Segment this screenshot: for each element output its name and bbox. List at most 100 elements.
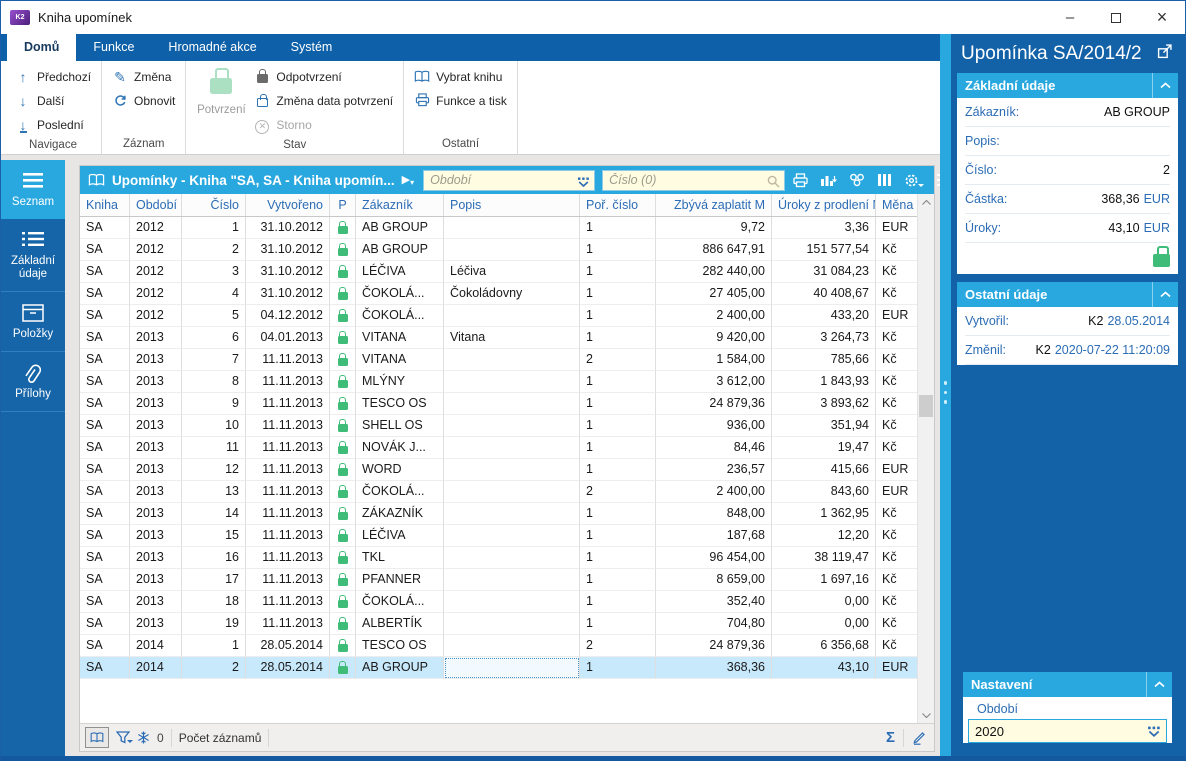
dropdown-dots-icon[interactable] xyxy=(1147,725,1161,743)
table-row[interactable]: SA 2013 16 11.11.2013 TKL 1 96 454,00 38 119,47… xyxy=(80,547,934,569)
column-header-p[interactable]: P xyxy=(330,194,356,216)
table-row[interactable]: SA 2012 5 04.12.2012 ČOKOLÁ... 1 2 400,00 433,2… xyxy=(80,305,934,327)
lock-blue-icon xyxy=(254,93,270,109)
table-row[interactable]: SA 2014 2 28.05.2014 AB GROUP 1 368,36 43,10 EUR xyxy=(80,657,934,679)
column-header-por-cislo[interactable]: Poř. číslo xyxy=(580,194,656,216)
table-row[interactable]: SA 2012 4 31.10.2012 ČOKOLÁ... Čokoládovny 1 27… xyxy=(80,283,934,305)
collapse-chevron-icon[interactable] xyxy=(1152,73,1178,98)
field-label: Popis: xyxy=(965,134,1000,148)
table-row[interactable]: SA 2013 15 11.11.2013 LÉČIVA 1 187,68 12,20 Kč xyxy=(80,525,934,547)
table-row[interactable]: SA 2013 17 11.11.2013 PFANNER 1 8 659,00 1 697,… xyxy=(80,569,934,591)
table-row[interactable]: SA 2012 2 31.10.2012 AB GROUP 1 886 647,91 151 … xyxy=(80,239,934,261)
posledni-button[interactable]: ↓ Poslední xyxy=(11,113,95,137)
print-icon[interactable] xyxy=(792,172,809,188)
column-header-popis[interactable]: Popis xyxy=(444,194,580,216)
column-header-vytvoreno[interactable]: Vytvořeno xyxy=(246,194,330,216)
table-row[interactable]: SA 2013 10 11.11.2013 SHELL OS 1 936,00 351,94 K… xyxy=(80,415,934,437)
table-row[interactable]: SA 2013 14 11.11.2013 ZÁKAZNÍK 1 848,00 1 362,9… xyxy=(80,503,934,525)
sidebar-item-seznam[interactable]: Seznam xyxy=(1,160,65,219)
book-title[interactable]: Upomínky - Kniha "SA, SA - Kniha upomín.… xyxy=(112,172,395,188)
period-filter-input[interactable] xyxy=(424,170,595,190)
maximize-button[interactable] xyxy=(1093,1,1139,34)
dalsi-button[interactable]: ↓ Další xyxy=(11,89,95,113)
column-header-uroky-z-prodleni-m[interactable]: Úroky z prodlení M xyxy=(772,194,876,216)
settings-gear-icon[interactable] xyxy=(903,173,925,188)
column-header-obdobi[interactable]: Období xyxy=(130,194,182,216)
table-cell: 2013 xyxy=(130,415,182,437)
freeze-icon[interactable] xyxy=(137,731,150,744)
obnovit-button[interactable]: Obnovit xyxy=(108,89,179,113)
table-row[interactable]: SA 2013 12 11.11.2013 WORD 1 236,57 415,66 EUR xyxy=(80,459,934,481)
table-row[interactable]: SA 2013 7 11.11.2013 VITANA 2 1 584,00 785,66 Kč xyxy=(80,349,934,371)
period-select-input[interactable] xyxy=(969,720,1166,742)
table-row[interactable]: SA 2012 1 31.10.2012 AB GROUP 1 9,72 3,36 EUR xyxy=(80,217,934,239)
open-external-icon[interactable] xyxy=(1157,43,1172,65)
column-header-zbyva-zaplatit-m[interactable]: Zbývá zaplatit M xyxy=(656,194,772,216)
toolbar-icons xyxy=(792,172,959,188)
panel-splitter[interactable] xyxy=(940,34,951,756)
table-cell: 0,00 xyxy=(772,613,876,635)
columns-icon[interactable] xyxy=(877,173,892,187)
table-cell: 3 xyxy=(182,261,246,283)
scrollbar-thumb[interactable] xyxy=(919,395,933,418)
scroll-down-icon[interactable] xyxy=(918,707,934,723)
table-cell: 11.11.2013 xyxy=(246,415,330,437)
minimize-button[interactable]: – xyxy=(1065,9,1075,26)
tab-system[interactable]: Systém xyxy=(290,40,333,54)
zmena-button[interactable]: ✎ Změna xyxy=(108,65,179,89)
sidebar-item-prilohy[interactable]: Přílohy xyxy=(1,352,65,412)
table-cell: 11.11.2013 xyxy=(246,437,330,459)
table-row[interactable]: SA 2013 8 11.11.2013 MLÝNY 1 3 612,00 1 843,93 K… xyxy=(80,371,934,393)
table-cell: 11.11.2013 xyxy=(246,393,330,415)
storno-button[interactable]: ✕ Storno xyxy=(250,113,397,137)
lock-icon xyxy=(337,397,348,410)
table-cell: 2013 xyxy=(130,393,182,415)
table-row[interactable]: SA 2013 18 11.11.2013 ČOKOLÁ... 1 352,40 0,00 Kč xyxy=(80,591,934,613)
related-records-icon[interactable] xyxy=(848,173,866,187)
settings-header[interactable]: Nastavení xyxy=(963,672,1172,697)
odpotvrzeni-button[interactable]: Odpotvrzení xyxy=(250,65,397,89)
vertical-scrollbar[interactable] xyxy=(917,194,934,723)
column-header-mena[interactable]: Měna xyxy=(876,194,918,216)
expand-title-button[interactable]: ▶▾ xyxy=(401,174,415,187)
sidebar-item-polozky[interactable]: Položky xyxy=(1,292,65,352)
basic-data-header[interactable]: Základní údaje xyxy=(957,73,1178,98)
predchozi-button[interactable]: ↑ Předchozí xyxy=(11,65,95,89)
tab-funkce[interactable]: Funkce xyxy=(93,40,135,54)
table-row[interactable]: SA 2014 1 28.05.2014 TESCO OS 2 24 879,36 6 356… xyxy=(80,635,934,657)
table-row[interactable]: SA 2013 19 11.11.2013 ALBERTÍK 1 704,80 0,00 Kč xyxy=(80,613,934,635)
sidebar-item-zakladni-udaje[interactable]: Základní údaje xyxy=(1,219,65,292)
table-row[interactable]: SA 2013 6 04.01.2013 VITANA Vitana 1 9 420,00 3 … xyxy=(80,327,934,349)
potvrzeni-button[interactable]: Potvrzení xyxy=(192,65,250,137)
edit-pencil-icon[interactable] xyxy=(912,730,926,745)
table-cell: TESCO OS xyxy=(356,635,444,657)
table-row[interactable]: SA 2013 13 11.11.2013 ČOKOLÁ... 2 2 400,00 843,… xyxy=(80,481,934,503)
other-data-header[interactable]: Ostatní údaje xyxy=(957,282,1178,307)
table-row[interactable]: SA 2012 3 31.10.2012 LÉČIVA Léčiva 1 282 440,00… xyxy=(80,261,934,283)
zmena-data-potvrzeni-button[interactable]: Změna data potvrzení xyxy=(250,89,397,113)
table-row[interactable]: SA 2013 11 11.11.2013 NOVÁK J... 1 84,46 19,47 K… xyxy=(80,437,934,459)
sum-icon[interactable]: Σ xyxy=(885,729,895,746)
lock-icon xyxy=(337,617,348,630)
column-header-cislo[interactable]: Číslo xyxy=(182,194,246,216)
dropdown-dots-icon[interactable] xyxy=(577,175,590,193)
close-button[interactable]: × xyxy=(1156,7,1168,27)
column-header-zakaznik[interactable]: Zákazník xyxy=(356,194,444,216)
vybrat-knihu-button[interactable]: Vybrat knihu xyxy=(410,65,511,89)
number-filter-input[interactable] xyxy=(603,170,785,190)
tab-domu[interactable]: Domů xyxy=(7,34,77,61)
collapse-chevron-icon[interactable] xyxy=(1146,672,1172,697)
table-cell: Kč xyxy=(876,569,918,591)
table-row[interactable]: SA 2013 9 11.11.2013 TESCO OS 1 24 879,36 3 893… xyxy=(80,393,934,415)
table-cell: 15 xyxy=(182,525,246,547)
scroll-up-icon[interactable] xyxy=(918,194,934,210)
funkce-a-tisk-button[interactable]: Funkce a tisk xyxy=(410,89,511,113)
table-cell: 9 xyxy=(182,393,246,415)
chart-icon[interactable] xyxy=(820,173,837,187)
filter-icon[interactable] xyxy=(116,731,133,744)
tab-hromadne-akce[interactable]: Hromadné akce xyxy=(168,40,257,54)
book-view-button[interactable] xyxy=(85,727,109,748)
column-header-kniha[interactable]: Kniha xyxy=(80,194,130,216)
collapse-chevron-icon[interactable] xyxy=(1152,282,1178,307)
sidebar-item-label: Položky xyxy=(12,328,54,340)
